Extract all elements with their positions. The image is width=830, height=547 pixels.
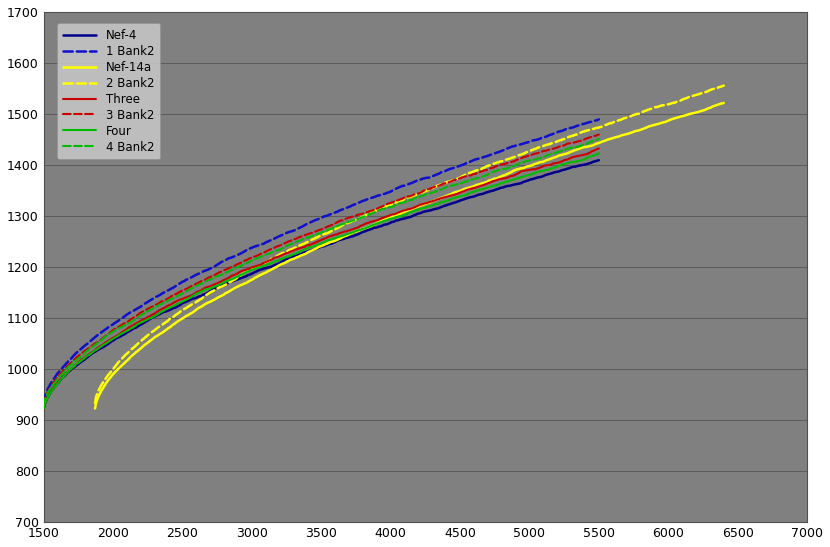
4 Bank2 [137,312,147,318]
3 Bank2 [409,191,419,197]
Nef-14a [564,149,574,156]
Line: Nef-4: Nef-4 [44,160,599,408]
Nef-14a [461,186,471,193]
Three [39,405,49,412]
1 Bank2 [594,116,604,123]
Four [182,296,192,302]
Nef-14a [510,167,520,174]
2 Bank2 [564,134,574,141]
Line: 4 Bank2: 4 Bank2 [44,139,599,405]
Four [39,406,49,413]
1 Bank2 [39,399,49,406]
3 Bank2 [366,207,376,214]
1 Bank2 [137,302,147,309]
Three [457,187,466,194]
Line: 3 Bank2: 3 Bank2 [44,135,599,406]
Legend: Nef-4, 1 Bank2, Nef-14a, 2 Bank2, Three, 3 Bank2, Four, 4 Bank2: Nef-4, 1 Bank2, Nef-14a, 2 Bank2, Three,… [57,23,160,159]
3 Bank2 [137,310,147,316]
2 Bank2 [510,153,520,160]
Three [182,294,192,300]
Nef-14a [374,219,384,226]
Three [137,317,147,324]
4 Bank2 [39,401,49,408]
Line: 1 Bank2: 1 Bank2 [44,119,599,403]
Line: Three: Three [44,150,599,409]
Line: Four: Four [44,154,599,410]
Four [137,319,147,325]
1 Bank2 [290,226,300,232]
4 Bank2 [182,288,192,294]
Nef-4 [594,156,604,163]
4 Bank2 [409,195,419,202]
3 Bank2 [290,236,300,243]
Four [594,151,604,158]
2 Bank2 [719,83,729,90]
Nef-4 [409,212,419,219]
Nef-4 [366,226,376,232]
4 Bank2 [290,240,300,247]
Three [594,147,604,154]
Four [409,208,419,215]
Nef-14a [251,274,261,280]
4 Bank2 [594,136,604,143]
Three [290,247,300,253]
Line: 2 Bank2: 2 Bank2 [95,86,724,404]
3 Bank2 [457,174,466,181]
3 Bank2 [594,131,604,138]
Three [366,218,376,225]
4 Bank2 [366,212,376,218]
3 Bank2 [182,285,192,292]
Nef-4 [182,298,192,305]
Nef-4 [290,254,300,260]
Four [290,251,300,257]
Nef-14a [202,301,212,307]
2 Bank2 [251,264,261,271]
2 Bank2 [374,207,384,213]
Nef-14a [719,100,729,107]
1 Bank2 [409,178,419,185]
Nef-14a [90,405,100,412]
Four [457,192,466,199]
1 Bank2 [457,161,466,168]
Nef-4 [137,322,147,328]
3 Bank2 [39,403,49,409]
2 Bank2 [461,172,471,178]
1 Bank2 [182,277,192,283]
Line: Nef-14a: Nef-14a [95,103,724,409]
1 Bank2 [366,195,376,201]
4 Bank2 [457,179,466,186]
2 Bank2 [90,401,100,408]
Nef-4 [457,197,466,203]
Nef-4 [39,405,49,411]
2 Bank2 [202,292,212,299]
Four [366,222,376,229]
Three [409,203,419,210]
